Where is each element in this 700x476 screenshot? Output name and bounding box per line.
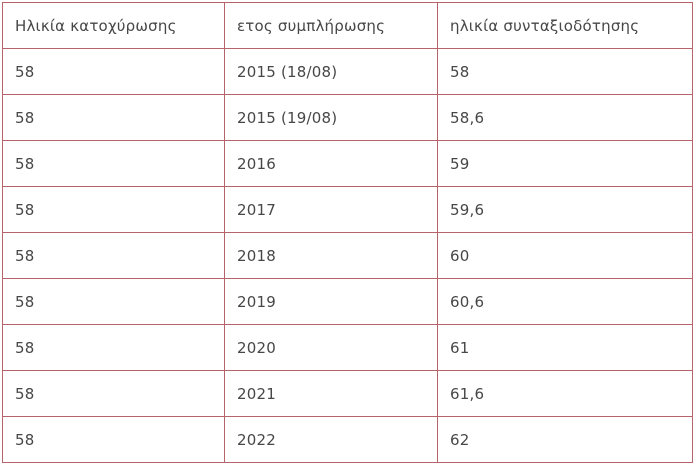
cell-vesting-age: 58 xyxy=(2,186,225,233)
cell-retirement-age: 58,6 xyxy=(437,94,693,141)
cell-retirement-age: 61,6 xyxy=(437,370,693,417)
cell-vesting-age: 58 xyxy=(2,370,225,417)
cell-completion-year: 2019 xyxy=(224,278,438,325)
cell-completion-year: 2022 xyxy=(224,416,438,463)
table-header-row: Ηλικία κατοχύρωσης ετος συμπλήρωσης ηλικ… xyxy=(2,2,693,49)
cell-completion-year: 2018 xyxy=(224,232,438,279)
cell-completion-year: 2020 xyxy=(224,324,438,371)
cell-retirement-age: 62 xyxy=(437,416,693,463)
table-row: 58 2019 60,6 xyxy=(2,278,693,325)
table-container: Ηλικία κατοχύρωσης ετος συμπλήρωσης ηλικ… xyxy=(2,2,693,463)
table-row: 58 2018 60 xyxy=(2,232,693,279)
cell-retirement-age: 61 xyxy=(437,324,693,371)
cell-completion-year: 2017 xyxy=(224,186,438,233)
cell-vesting-age: 58 xyxy=(2,140,225,187)
cell-completion-year: 2015 (19/08) xyxy=(224,94,438,141)
cell-vesting-age: 58 xyxy=(2,48,225,95)
cell-retirement-age: 59,6 xyxy=(437,186,693,233)
column-header-vesting-age: Ηλικία κατοχύρωσης xyxy=(2,2,225,49)
table-row: 58 2015 (18/08) 58 xyxy=(2,48,693,95)
cell-retirement-age: 60,6 xyxy=(437,278,693,325)
cell-retirement-age: 59 xyxy=(437,140,693,187)
table-row: 58 2016 59 xyxy=(2,140,693,187)
cell-retirement-age: 60 xyxy=(437,232,693,279)
cell-vesting-age: 58 xyxy=(2,416,225,463)
cell-vesting-age: 58 xyxy=(2,94,225,141)
cell-vesting-age: 58 xyxy=(2,278,225,325)
cell-completion-year: 2016 xyxy=(224,140,438,187)
table-row: 58 2022 62 xyxy=(2,416,693,463)
table-row: 58 2015 (19/08) 58,6 xyxy=(2,94,693,141)
table-row: 58 2020 61 xyxy=(2,324,693,371)
cell-vesting-age: 58 xyxy=(2,324,225,371)
cell-completion-year: 2015 (18/08) xyxy=(224,48,438,95)
table-row: 58 2021 61,6 xyxy=(2,370,693,417)
table-row: 58 2017 59,6 xyxy=(2,186,693,233)
retirement-age-table: Ηλικία κατοχύρωσης ετος συμπλήρωσης ηλικ… xyxy=(2,2,693,463)
column-header-completion-year: ετος συμπλήρωσης xyxy=(224,2,438,49)
cell-completion-year: 2021 xyxy=(224,370,438,417)
column-header-retirement-age: ηλικία συνταξιοδότησης xyxy=(437,2,693,49)
cell-retirement-age: 58 xyxy=(437,48,693,95)
cell-vesting-age: 58 xyxy=(2,232,225,279)
